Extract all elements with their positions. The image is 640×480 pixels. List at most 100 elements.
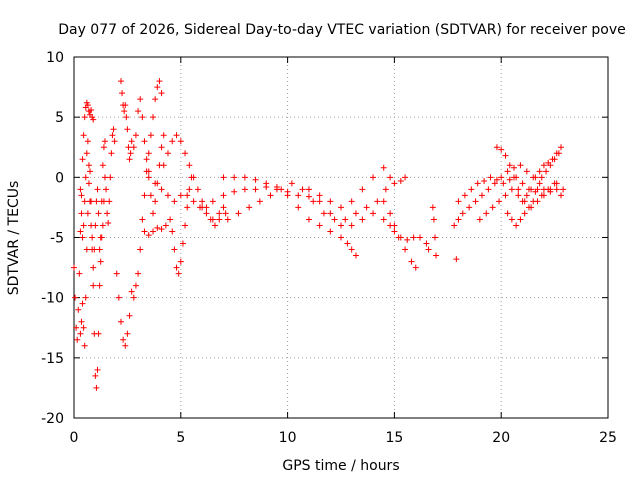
data-point: [173, 132, 180, 139]
data-point: [551, 156, 558, 163]
y-tick-label: 10: [46, 50, 64, 66]
data-point: [310, 198, 317, 205]
data-point: [141, 138, 148, 145]
data-point: [160, 132, 167, 139]
data-point: [412, 264, 419, 271]
y-tick-label: -15: [41, 351, 64, 367]
data-point: [173, 264, 180, 271]
data-point: [135, 270, 142, 277]
data-point: [101, 174, 108, 181]
y-tick-label: 5: [55, 110, 64, 126]
data-point: [150, 228, 157, 235]
data-point: [220, 174, 227, 181]
data-point: [423, 240, 430, 247]
data-point: [100, 144, 107, 151]
data-point: [77, 186, 84, 193]
data-point: [177, 192, 184, 199]
data-point: [108, 150, 115, 157]
data-point: [126, 156, 133, 163]
data-point: [137, 246, 144, 253]
data-point: [560, 186, 567, 193]
data-point: [387, 210, 394, 217]
data-point: [95, 330, 102, 337]
data-point: [216, 216, 223, 223]
data-point: [184, 192, 191, 199]
data-point: [79, 234, 86, 241]
data-point: [71, 264, 77, 271]
data-point: [352, 210, 359, 217]
data-point: [540, 162, 547, 169]
data-point: [547, 162, 554, 169]
data-point: [164, 150, 171, 157]
data-point: [352, 252, 359, 259]
data-point: [478, 192, 485, 199]
data-point: [141, 192, 148, 199]
data-point: [504, 210, 511, 217]
data-point: [256, 198, 263, 205]
data-point: [327, 228, 334, 235]
data-point: [553, 180, 560, 187]
data-point: [348, 222, 355, 229]
data-point: [410, 234, 417, 241]
data-point: [154, 224, 161, 231]
data-point: [106, 198, 113, 205]
data-point: [139, 216, 146, 223]
data-point: [184, 204, 191, 211]
data-point: [391, 228, 398, 235]
data-point: [316, 198, 323, 205]
data-point: [466, 204, 473, 211]
data-point: [139, 114, 146, 121]
data-point: [555, 150, 562, 157]
data-point: [124, 126, 131, 133]
data-point: [338, 204, 344, 211]
data-point: [182, 150, 189, 157]
data-point: [147, 132, 154, 139]
data-point: [90, 282, 97, 289]
data-point: [169, 138, 176, 145]
data-point: [523, 168, 530, 175]
data-point: [167, 216, 174, 223]
data-point: [141, 228, 148, 235]
data-point: [485, 186, 492, 193]
data-point: [126, 312, 133, 319]
data-point: [502, 192, 509, 199]
data-point: [103, 186, 110, 193]
data-point: [382, 186, 389, 193]
data-point: [534, 186, 541, 193]
data-point: [81, 342, 88, 349]
data-point: [513, 222, 520, 229]
data-point: [508, 186, 515, 193]
data-point: [92, 222, 99, 229]
data-point: [80, 222, 87, 229]
data-point: [169, 228, 176, 235]
data-point: [132, 132, 139, 139]
data-point: [158, 186, 165, 193]
data-point: [137, 96, 144, 103]
data-point: [179, 240, 186, 247]
data-point: [145, 232, 152, 239]
data-point: [175, 270, 182, 277]
data-point: [320, 210, 327, 217]
data-point: [128, 288, 135, 295]
data-point: [453, 256, 460, 263]
data-point: [502, 152, 509, 159]
data-point: [94, 366, 101, 373]
data-point: [431, 234, 438, 241]
data-point: [493, 176, 500, 183]
data-point: [498, 174, 505, 181]
data-point: [152, 180, 159, 187]
x-tick-label: 20: [492, 430, 510, 446]
data-point: [79, 156, 86, 163]
data-point: [72, 294, 79, 301]
data-point: [338, 234, 344, 241]
data-point: [135, 108, 142, 115]
x-tick-label: 5: [176, 430, 185, 446]
data-point: [77, 228, 84, 235]
data-point: [154, 84, 161, 91]
data-point: [359, 186, 366, 193]
data-point: [288, 180, 295, 187]
data-point: [487, 174, 494, 181]
data-point: [100, 198, 107, 205]
data-point: [327, 210, 334, 217]
data-point: [536, 168, 543, 175]
